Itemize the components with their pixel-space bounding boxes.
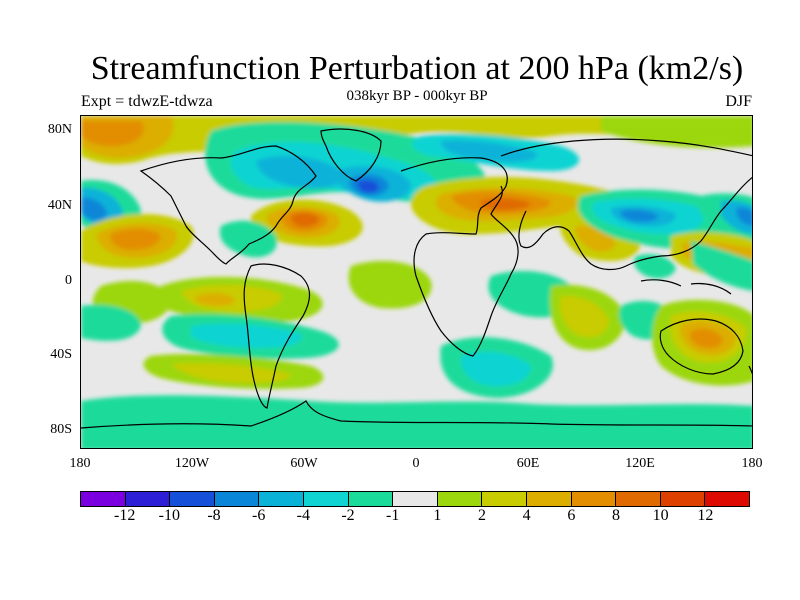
colorbar-label: 1	[433, 507, 442, 524]
colorbar-label: -2	[341, 507, 355, 524]
x-tick-60w: 60W	[290, 456, 318, 471]
map-panel	[80, 115, 753, 449]
colorbar-swatch	[437, 492, 483, 506]
x-tick-120w: 120W	[174, 456, 210, 471]
x-tick-180w: 180	[69, 456, 91, 471]
colorbar-label: -12	[113, 507, 136, 524]
colorbar-swatch	[348, 492, 394, 506]
colorbar-label: 10	[652, 507, 669, 524]
y-tick-80s: 80S	[50, 422, 72, 437]
colorbar-swatch	[125, 492, 171, 506]
colorbar-swatch	[303, 492, 349, 506]
contour-fills	[81, 116, 752, 448]
colorbar-label: -8	[207, 507, 221, 524]
experiment-label: Expt = tdwzE-tdwza	[81, 93, 213, 110]
colorbar-label: 8	[612, 507, 620, 524]
colorbar-swatch	[571, 492, 617, 506]
y-tick-40s: 40S	[50, 347, 72, 362]
colorbar	[80, 491, 750, 507]
colorbar-label: 4	[522, 507, 531, 524]
x-tick-0: 0	[412, 456, 420, 471]
x-tick-120e: 120E	[625, 456, 655, 471]
y-tick-40n: 40N	[47, 198, 72, 213]
colorbar-swatch	[214, 492, 260, 506]
colorbar-label: 12	[697, 507, 714, 524]
y-tick-0: 0	[65, 273, 72, 288]
plot-title: Streamfunction Perturbation at 200 hPa (…	[90, 50, 744, 87]
colorbar-swatch	[482, 492, 527, 506]
x-tick-60e: 60E	[516, 456, 540, 471]
colorbar-label: 2	[478, 507, 486, 524]
colorbar-swatch	[393, 492, 438, 506]
coastlines	[81, 128, 752, 429]
colorbar-label: -4	[296, 507, 310, 524]
y-tick-80n: 80N	[47, 122, 72, 137]
colorbar-swatch	[616, 492, 661, 506]
colorbar-label: -10	[158, 507, 180, 524]
colorbar-swatch	[259, 492, 304, 506]
colorbar-label: 6	[567, 507, 576, 524]
colorbar-swatch	[526, 492, 572, 506]
colorbar-swatch	[660, 492, 706, 506]
colorbar-swatch	[705, 492, 749, 506]
plot-subtitle: 038kyr BP - 000kyr BP	[346, 88, 488, 104]
x-tick-180e: 180	[741, 456, 763, 471]
colorbar-swatch	[170, 492, 215, 506]
colorbar-label: -1	[385, 507, 400, 524]
season-label: DJF	[725, 93, 752, 110]
contour-map	[81, 116, 752, 448]
colorbar-swatch	[81, 492, 126, 506]
colorbar-label: -6	[251, 507, 266, 524]
